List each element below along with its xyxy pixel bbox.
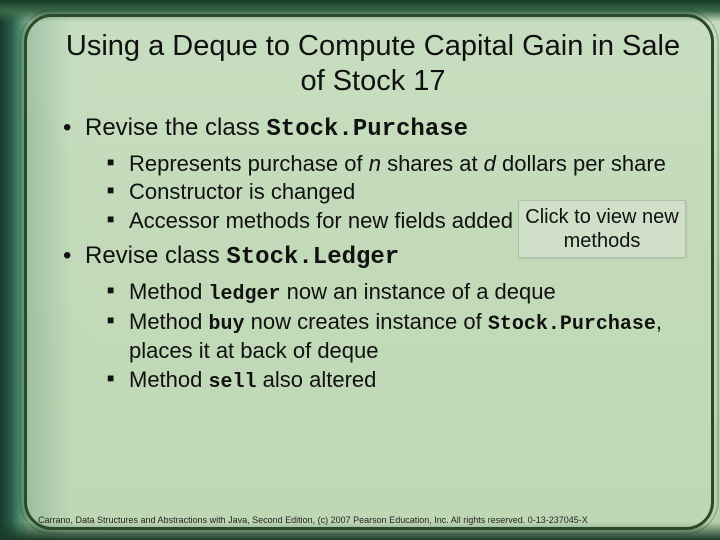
slide-title: Using a Deque to Compute Capital Gain in… xyxy=(65,29,681,99)
callout-click-to-view[interactable]: Click to view new methods xyxy=(518,200,686,258)
slide-frame: Using a Deque to Compute Capital Gain in… xyxy=(24,14,714,530)
code-stockpurchase: Stock.Purchase xyxy=(488,313,656,336)
bullet1-code: Stock.Purchase xyxy=(266,116,468,143)
sub-buy: Method buy now creates instance of Stock… xyxy=(107,309,691,364)
sub-sell: Method sell also altered xyxy=(107,367,691,395)
bullet2-code: Stock.Ledger xyxy=(226,244,399,271)
italic-n: n xyxy=(369,151,381,176)
bullet-revise-stockledger: Revise class Stock.Ledger Method ledger … xyxy=(61,241,691,395)
bullet2-text: Revise class xyxy=(85,242,226,269)
sub-represents: Represents purchase of n shares at d dol… xyxy=(107,151,691,178)
sub-ledger: Method ledger now an instance of a deque xyxy=(107,279,691,307)
copyright-footer: Carrano, Data Structures and Abstraction… xyxy=(38,515,690,526)
code-buy: buy xyxy=(209,313,245,336)
code-sell: sell xyxy=(209,371,257,394)
code-ledger: ledger xyxy=(209,283,281,306)
italic-d: d xyxy=(484,151,496,176)
sublist-2: Method ledger now an instance of a deque… xyxy=(85,279,691,395)
bullet1-text: Revise the class xyxy=(85,114,266,141)
